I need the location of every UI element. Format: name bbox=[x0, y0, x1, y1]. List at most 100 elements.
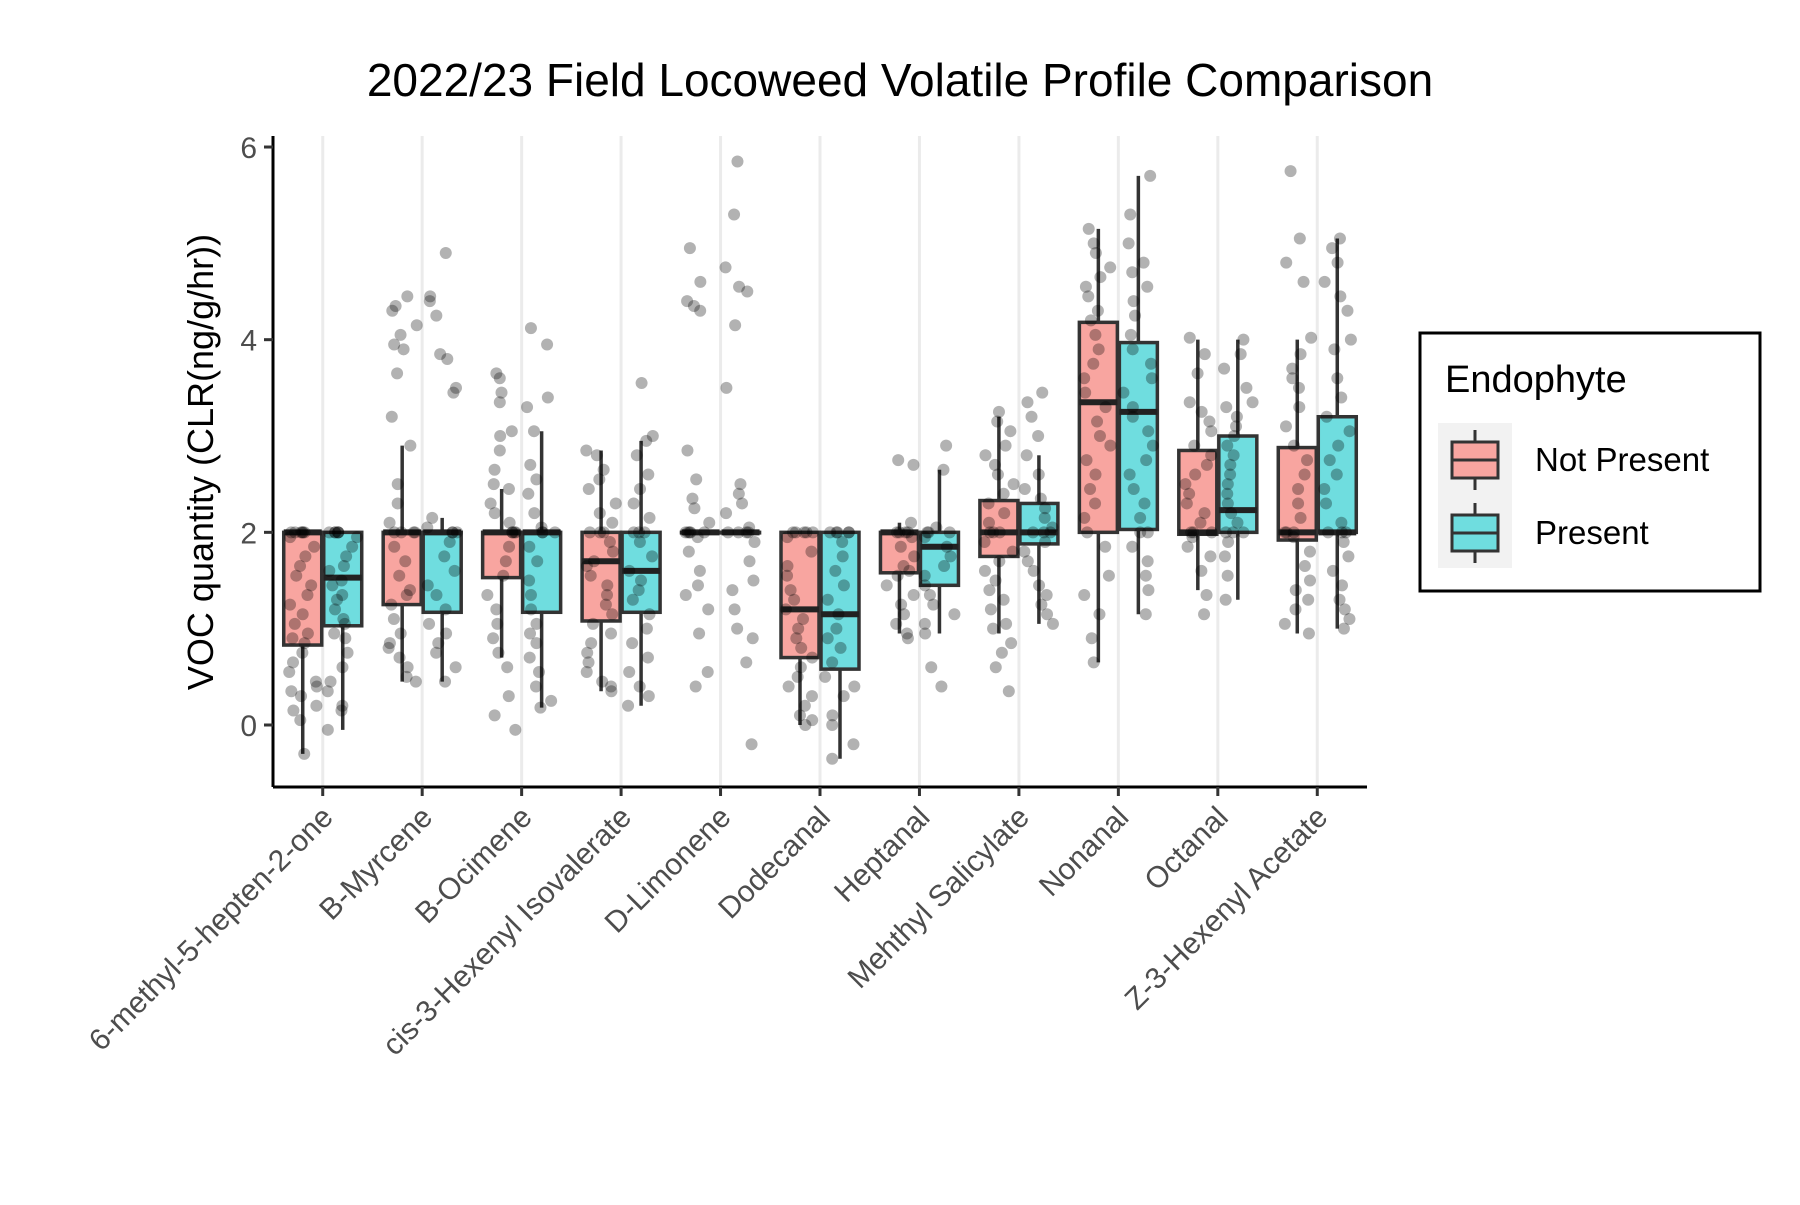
data-point bbox=[1332, 439, 1345, 452]
data-point bbox=[1104, 439, 1117, 452]
data-point bbox=[535, 521, 548, 534]
data-point bbox=[1280, 526, 1293, 539]
data-point bbox=[781, 560, 794, 573]
data-point bbox=[627, 497, 640, 510]
data-point bbox=[340, 550, 353, 563]
data-point bbox=[295, 690, 308, 703]
data-point bbox=[426, 511, 439, 524]
data-point bbox=[439, 603, 452, 616]
data-point bbox=[1126, 266, 1139, 279]
data-point bbox=[781, 531, 794, 544]
box-present bbox=[1117, 340, 1160, 532]
data-point bbox=[905, 531, 918, 544]
grid-lines bbox=[321, 136, 1319, 787]
data-point bbox=[1126, 401, 1139, 414]
data-point bbox=[634, 574, 647, 587]
data-point bbox=[1221, 569, 1234, 582]
data-point bbox=[729, 319, 742, 332]
data-point bbox=[789, 526, 802, 539]
data-point bbox=[606, 608, 619, 621]
data-point bbox=[1336, 579, 1349, 592]
data-point bbox=[1237, 333, 1250, 346]
data-point bbox=[781, 569, 794, 582]
data-point bbox=[1221, 478, 1234, 491]
data-point bbox=[1087, 237, 1100, 250]
x-tick-label: Mehthyl Salicylate bbox=[842, 801, 1036, 995]
data-point bbox=[1189, 468, 1202, 481]
data-point bbox=[907, 588, 920, 601]
data-point bbox=[740, 526, 753, 539]
data-point bbox=[805, 545, 818, 558]
data-point bbox=[329, 526, 342, 539]
data-point bbox=[1044, 526, 1057, 539]
data-point bbox=[509, 723, 522, 736]
data-point bbox=[584, 569, 597, 582]
data-point bbox=[897, 560, 910, 573]
data-point bbox=[943, 526, 956, 539]
data-point bbox=[679, 526, 692, 539]
data-point bbox=[400, 670, 413, 683]
data-point bbox=[393, 651, 406, 664]
data-points bbox=[283, 155, 1357, 765]
data-point bbox=[927, 598, 940, 611]
data-point bbox=[742, 526, 755, 539]
data-point bbox=[1330, 468, 1343, 481]
data-point bbox=[1218, 362, 1231, 375]
data-point bbox=[732, 526, 745, 539]
data-point bbox=[741, 285, 754, 298]
data-point bbox=[693, 564, 706, 577]
data-point bbox=[722, 526, 735, 539]
data-point bbox=[394, 328, 407, 341]
data-point bbox=[581, 646, 594, 659]
data-point bbox=[626, 637, 639, 650]
data-point bbox=[336, 699, 349, 712]
data-point bbox=[842, 526, 855, 539]
data-point bbox=[1222, 535, 1235, 548]
data-point bbox=[1198, 507, 1211, 520]
data-point bbox=[524, 588, 537, 601]
data-point bbox=[1224, 458, 1237, 471]
data-point bbox=[385, 598, 398, 611]
data-point bbox=[1293, 232, 1306, 245]
data-point bbox=[593, 507, 606, 520]
data-point bbox=[450, 381, 463, 394]
data-point bbox=[1081, 526, 1094, 539]
data-point bbox=[805, 690, 818, 703]
data-point bbox=[938, 560, 951, 573]
box-present bbox=[421, 530, 463, 615]
data-point bbox=[1122, 237, 1135, 250]
data-point bbox=[1079, 280, 1092, 293]
data-point bbox=[490, 367, 503, 380]
data-point bbox=[1221, 497, 1234, 510]
data-point bbox=[1093, 608, 1106, 621]
box-present bbox=[819, 530, 861, 671]
y-axis-label: VOC quantity (CLR(ng/g/hr)) bbox=[180, 234, 221, 690]
data-point bbox=[944, 550, 957, 563]
data-point bbox=[919, 627, 932, 640]
data-point bbox=[531, 555, 544, 568]
data-point bbox=[525, 603, 538, 616]
data-point bbox=[640, 622, 653, 635]
data-point bbox=[523, 651, 536, 664]
data-point bbox=[940, 439, 953, 452]
data-point bbox=[421, 579, 434, 592]
data-point bbox=[1333, 232, 1346, 245]
data-point bbox=[1123, 468, 1136, 481]
data-point bbox=[488, 463, 501, 476]
data-point bbox=[488, 507, 501, 520]
data-point bbox=[295, 526, 308, 539]
data-point bbox=[383, 516, 396, 529]
data-point bbox=[328, 627, 341, 640]
data-point bbox=[908, 550, 921, 563]
data-point bbox=[495, 386, 508, 399]
data-point bbox=[1198, 608, 1211, 621]
data-point bbox=[523, 574, 536, 587]
data-point bbox=[1221, 439, 1234, 452]
data-point bbox=[642, 468, 655, 481]
data-point bbox=[848, 680, 861, 693]
data-point bbox=[999, 439, 1012, 452]
data-point bbox=[837, 690, 850, 703]
data-point bbox=[1297, 275, 1310, 288]
data-point bbox=[626, 593, 639, 606]
data-point bbox=[410, 319, 423, 332]
